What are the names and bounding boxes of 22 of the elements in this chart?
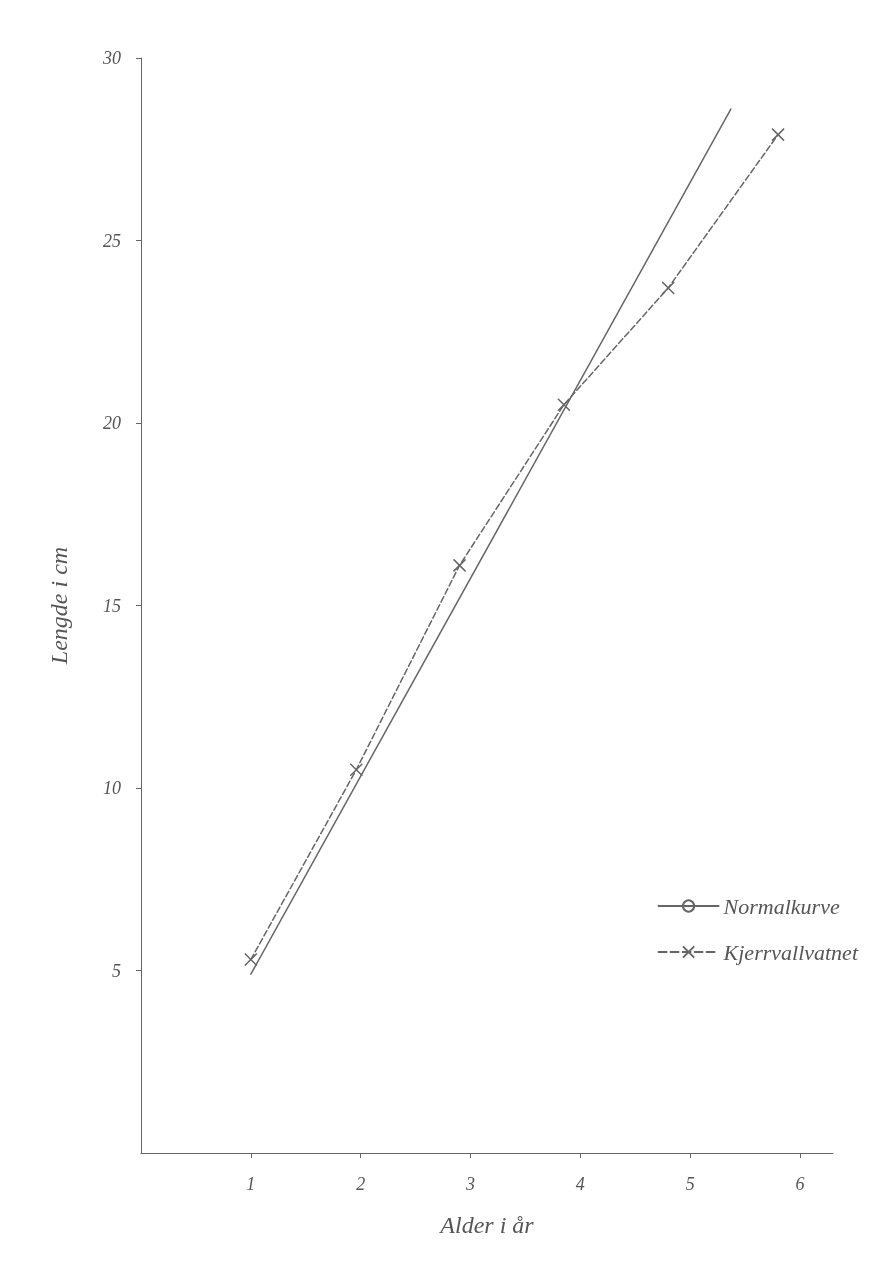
x-tick-label: 2 (356, 1174, 366, 1194)
point (452, 558, 467, 573)
x-tick-label: 4 (575, 1174, 585, 1194)
x-tick-label: 1 (246, 1174, 256, 1194)
y-tick-label: 5 (112, 960, 121, 981)
legend-label: Kjerrvallvatnet (722, 939, 859, 965)
y-tick-label: 25 (103, 230, 121, 251)
x-tick-label: 5 (685, 1174, 695, 1194)
point (349, 763, 364, 777)
point (557, 398, 571, 412)
y-tick-label: 10 (103, 778, 121, 798)
y-tick-label: 15 (103, 595, 121, 616)
x-tick-label: 6 (795, 1174, 805, 1194)
point (661, 281, 675, 295)
point (244, 952, 258, 967)
x-tick-label: 3 (465, 1174, 476, 1194)
y-axis-title: Lengde i cm (46, 546, 72, 666)
legend-label: Normalkurve (722, 893, 840, 919)
y-tick-label: 30 (102, 48, 121, 68)
x-axis-title: Alder i år (438, 1212, 535, 1238)
y-tick-label: 20 (103, 413, 121, 433)
point (771, 127, 785, 142)
